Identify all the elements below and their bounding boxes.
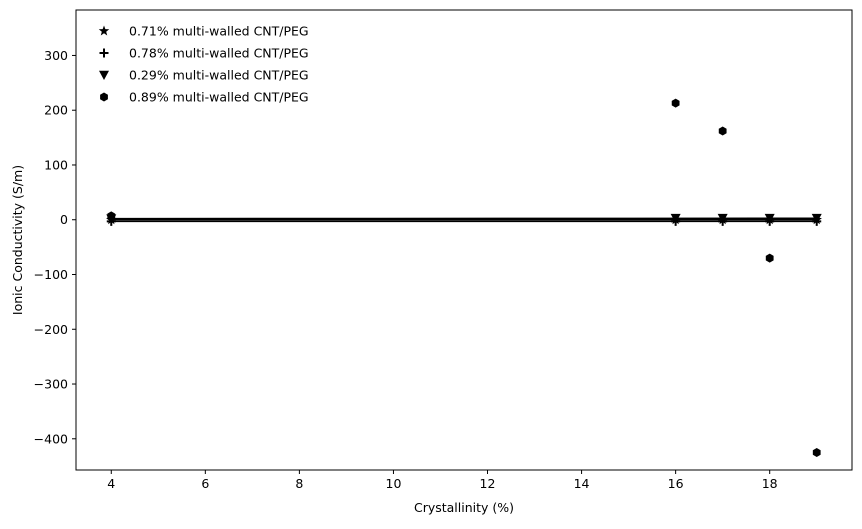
legend-marker-triangle-down [99, 71, 109, 80]
x-axis: 4 6 8 10 12 14 16 18 [107, 470, 777, 491]
data-point-hexagon [813, 448, 821, 457]
y-tick-label: 0 [60, 212, 68, 227]
y-tick-label: −100 [34, 267, 68, 282]
x-tick-label: 8 [295, 476, 303, 491]
data-points [106, 99, 822, 457]
y-tick-label: 200 [44, 103, 68, 118]
x-axis-label: Crystallinity (%) [414, 500, 514, 515]
y-tick-label: −400 [34, 431, 68, 446]
data-point-hexagon [766, 254, 774, 263]
data-point-hexagon [719, 127, 727, 136]
y-tick-label: −200 [34, 322, 68, 337]
x-tick-label: 4 [107, 476, 115, 491]
x-tick-label: 16 [668, 476, 684, 491]
x-tick-label: 18 [762, 476, 778, 491]
y-tick-label: −300 [34, 377, 68, 392]
legend-marker-star [99, 26, 109, 36]
x-tick-label: 12 [480, 476, 496, 491]
x-tick-label: 6 [201, 476, 209, 491]
y-axis-label: Ionic Conductivity (S/m) [10, 165, 25, 315]
legend-label: 0.71% multi-walled CNT/PEG [129, 24, 309, 39]
fit-lines [111, 218, 816, 221]
x-tick-label: 10 [386, 476, 402, 491]
legend-label: 0.78% multi-walled CNT/PEG [129, 46, 309, 61]
y-axis: 300 200 100 0 −100 −200 −300 −400 [34, 48, 76, 446]
x-tick-label: 14 [574, 476, 590, 491]
y-tick-label: 300 [44, 48, 68, 63]
legend-label: 0.29% multi-walled CNT/PEG [129, 68, 309, 83]
legend: 0.71% multi-walled CNT/PEG 0.78% multi-wa… [99, 24, 309, 105]
legend-marker-hexagon [100, 93, 108, 102]
data-point-hexagon [672, 99, 680, 108]
legend-label: 0.89% multi-walled CNT/PEG [129, 90, 309, 105]
legend-marker-plus [100, 49, 109, 58]
y-tick-label: 100 [44, 157, 68, 172]
